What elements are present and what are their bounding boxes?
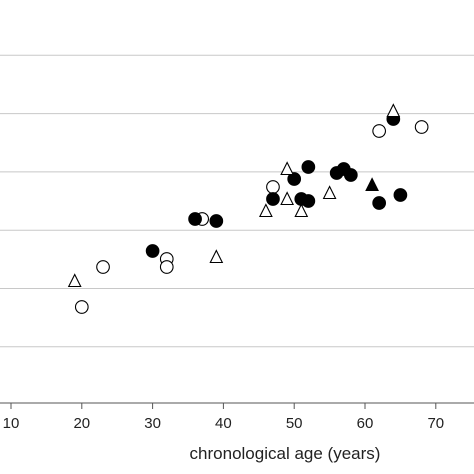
- open-circle-point: [372, 124, 387, 138]
- open-triangle-point: [67, 273, 82, 288]
- filled-circle-point: [287, 172, 302, 186]
- x-tick-label: 10: [3, 415, 20, 432]
- x-axis-title: chronological age (years): [190, 444, 381, 463]
- open-triangle-point: [294, 203, 309, 218]
- filled-circle-point: [266, 192, 280, 206]
- gridlines: [0, 54, 474, 348]
- x-tick-label: 40: [215, 415, 232, 432]
- filled-circle-point: [301, 194, 316, 208]
- filled-circle-point: [393, 188, 408, 202]
- filled-circle-point: [343, 168, 358, 182]
- filled-circle-point: [145, 244, 160, 258]
- x-tick-label: 30: [144, 415, 161, 432]
- filled-circle-point: [301, 160, 316, 174]
- filled-triangle-point: [365, 177, 379, 192]
- filled-circle-point: [209, 214, 224, 228]
- x-tick-label: 50: [286, 415, 303, 432]
- open-circle-point: [74, 300, 89, 314]
- open-triangle-point: [209, 249, 224, 264]
- open-triangle-point: [322, 185, 337, 200]
- data-points: [67, 103, 429, 314]
- open-triangle-point: [386, 103, 401, 118]
- filled-circle-point: [372, 196, 387, 210]
- x-tick-label: 70: [427, 415, 444, 432]
- open-triangle-point: [280, 191, 295, 206]
- open-circle-point: [159, 260, 174, 274]
- x-axis-ticks: 10 20 30 40 50 60 70: [3, 403, 444, 432]
- open-circle-point: [414, 120, 429, 134]
- filled-circle-point: [188, 212, 202, 226]
- open-triangle-point: [258, 203, 273, 218]
- open-circle-point: [96, 260, 110, 274]
- x-tick-label: 60: [357, 415, 374, 432]
- open-triangle-point: [280, 161, 295, 176]
- open-circle-point: [266, 180, 280, 194]
- x-tick-label: 20: [73, 415, 90, 432]
